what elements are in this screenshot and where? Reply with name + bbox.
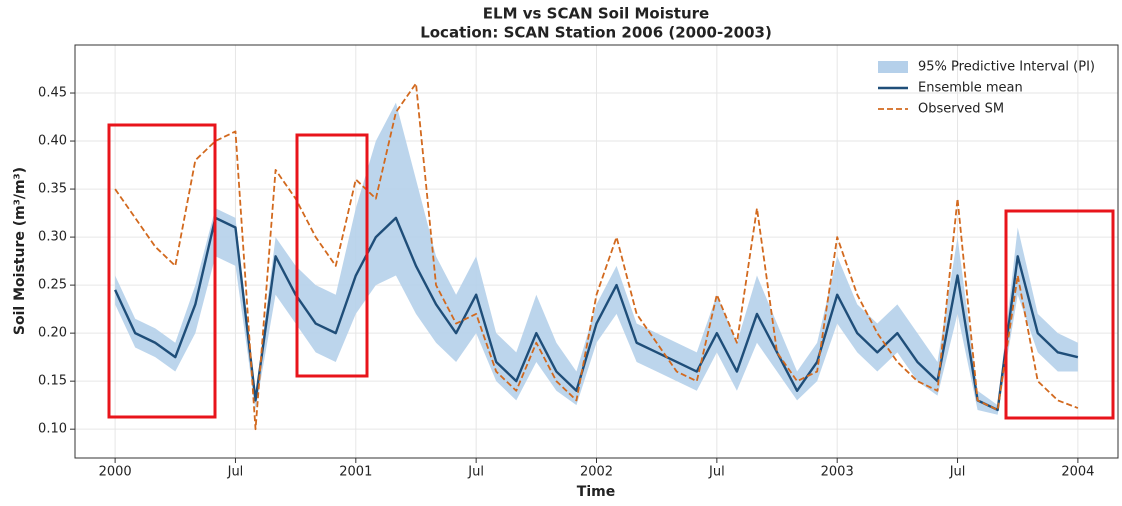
y-tick-label: 0.25 — [38, 278, 67, 293]
y-tick-label: 0.20 — [38, 326, 67, 341]
legend: 95% Predictive Interval (PI) Ensemble mea… — [878, 60, 1095, 117]
y-tick-label: 0.30 — [38, 230, 67, 245]
y-tick-label: 0.45 — [38, 86, 67, 101]
x-axis-label: Time — [577, 484, 615, 500]
y-tick-label: 0.15 — [38, 374, 67, 389]
highlight-box — [1004, 209, 1115, 420]
y-tick-label: 0.10 — [38, 422, 67, 437]
highlight-box — [295, 133, 369, 378]
chart-title: ELM vs SCAN Soil Moisture — [483, 5, 709, 23]
highlight-box — [107, 123, 217, 419]
x-tick-label: Jul — [708, 465, 725, 480]
series-line — [114, 82, 1079, 431]
highlight-boxes — [107, 123, 1115, 420]
x-tick-label: 2003 — [821, 465, 854, 480]
x-tick-label: 2000 — [99, 465, 132, 480]
y-tick-label: 0.35 — [38, 182, 67, 197]
series-line — [114, 216, 1079, 412]
x-tick-label: Jul — [949, 465, 966, 480]
legend-label: Observed SM — [918, 102, 1004, 117]
x-tick-label: Jul — [227, 465, 244, 480]
x-tick-label: 2002 — [580, 465, 613, 480]
legend-label: 95% Predictive Interval (PI) — [918, 60, 1095, 75]
chart-subtitle: Location: SCAN Station 2006 (2000-2003) — [420, 24, 772, 42]
x-tick-label: 2001 — [339, 465, 372, 480]
legend-label: Ensemble mean — [918, 81, 1023, 96]
legend-swatch — [878, 61, 908, 73]
x-tick-label: 2004 — [1061, 465, 1094, 480]
x-tick-label: Jul — [467, 465, 484, 480]
plot-area — [75, 45, 1118, 458]
y-tick-label: 0.40 — [38, 134, 67, 149]
y-axis-label: Soil Moisture (m³/m³) — [12, 167, 28, 335]
